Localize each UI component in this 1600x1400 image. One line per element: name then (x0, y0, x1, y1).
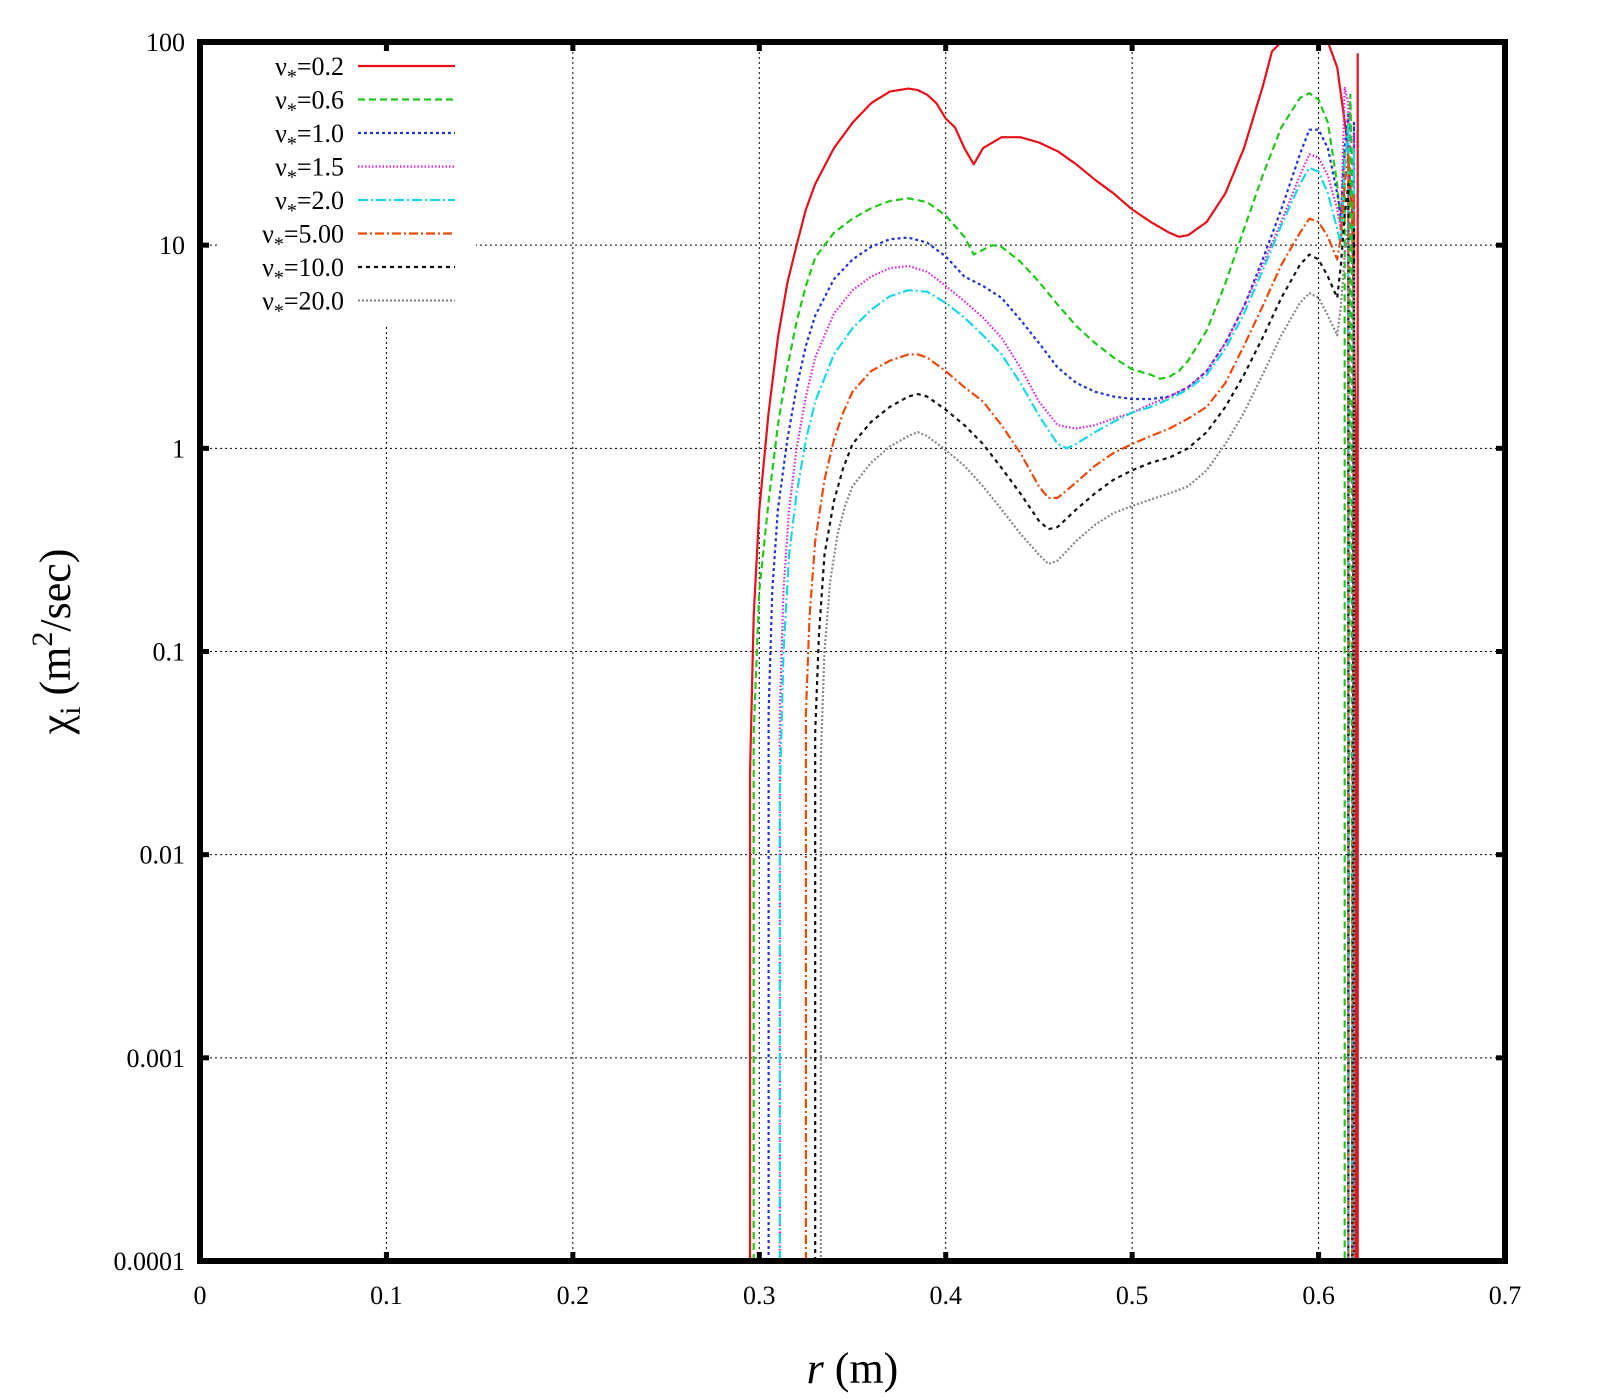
y-axis-title-unit-close: /sec) (31, 549, 80, 632)
series-line (819, 220, 1356, 1261)
legend-background (218, 44, 476, 324)
y-axis-title: χi (m2/sec) (26, 549, 87, 736)
y-tick-label: 10 (159, 231, 185, 260)
grid (200, 42, 1505, 1261)
x-axis-title-unit: (m) (824, 1344, 899, 1393)
plot-series (748, 42, 1359, 1261)
legend-label: ν*=0.6 (275, 86, 344, 122)
series-line (814, 182, 1356, 1261)
series-line (778, 121, 1356, 1261)
y-axis-title-chi: χ (31, 714, 80, 735)
x-tick-label: 0.7 (1489, 1281, 1522, 1310)
y-tick-label: 1 (172, 434, 185, 463)
x-axis-title: r (m) (807, 1344, 899, 1393)
x-tick-label: 0.4 (929, 1281, 962, 1310)
y-axis-title-unit-open: (m (31, 647, 80, 707)
series-line (748, 42, 1359, 1261)
x-tick-label: 0.5 (1116, 1281, 1149, 1310)
x-tick-labels: 0 0.1 0.2 0.3 0.4 0.5 0.6 0.7 (194, 1281, 1522, 1310)
x-tick-label: 0.3 (743, 1281, 776, 1310)
legend-label: ν*=1.5 (275, 153, 344, 189)
y-tick-label: 100 (146, 28, 185, 57)
axis-ticks (197, 39, 1508, 1264)
legend-label: ν*=0.2 (275, 52, 344, 88)
legend-label: ν*=20.0 (262, 287, 344, 323)
legend-label: ν*=10.0 (262, 253, 344, 289)
series-line (752, 92, 1354, 1261)
y-tick-labels: 0.0001 0.001 0.01 0.1 1 10 100 (114, 28, 186, 1276)
legend-label: ν*=2.0 (275, 186, 344, 222)
x-tick-label: 0.1 (370, 1281, 403, 1310)
y-axis-title-superscript: 2 (26, 632, 59, 647)
x-axis-title-variable: r (807, 1344, 825, 1393)
y-tick-label: 0.001 (127, 1044, 186, 1073)
y-axis-title-subscript: i (54, 707, 87, 715)
legend-label: ν*=5.00 (262, 220, 344, 256)
x-tick-label: 0 (194, 1281, 207, 1310)
x-tick-label: 0.6 (1302, 1281, 1335, 1310)
legend: ν*=0.2ν*=0.6ν*=1.0ν*=1.5ν*=2.0ν*=5.00ν*=… (262, 52, 455, 323)
y-tick-label: 0.0001 (114, 1247, 186, 1276)
series-line (778, 86, 1356, 1261)
legend-label: ν*=1.0 (275, 119, 344, 155)
y-tick-label: 0.01 (140, 841, 186, 870)
series-line (767, 111, 1356, 1261)
y-tick-label: 0.1 (153, 638, 186, 667)
series-line (804, 153, 1356, 1261)
x-tick-label: 0.2 (557, 1281, 590, 1310)
